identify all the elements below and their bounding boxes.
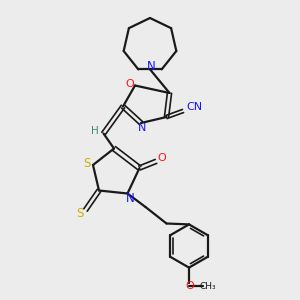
Text: CN: CN <box>186 102 203 112</box>
Text: H: H <box>91 126 99 136</box>
Text: N: N <box>147 60 156 74</box>
Text: N: N <box>126 191 135 205</box>
Text: S: S <box>83 157 91 170</box>
Text: O: O <box>185 281 194 291</box>
Text: N: N <box>138 123 147 133</box>
Text: O: O <box>125 79 134 89</box>
Text: O: O <box>158 153 166 164</box>
Text: CH₃: CH₃ <box>200 282 216 291</box>
Text: S: S <box>76 207 83 220</box>
